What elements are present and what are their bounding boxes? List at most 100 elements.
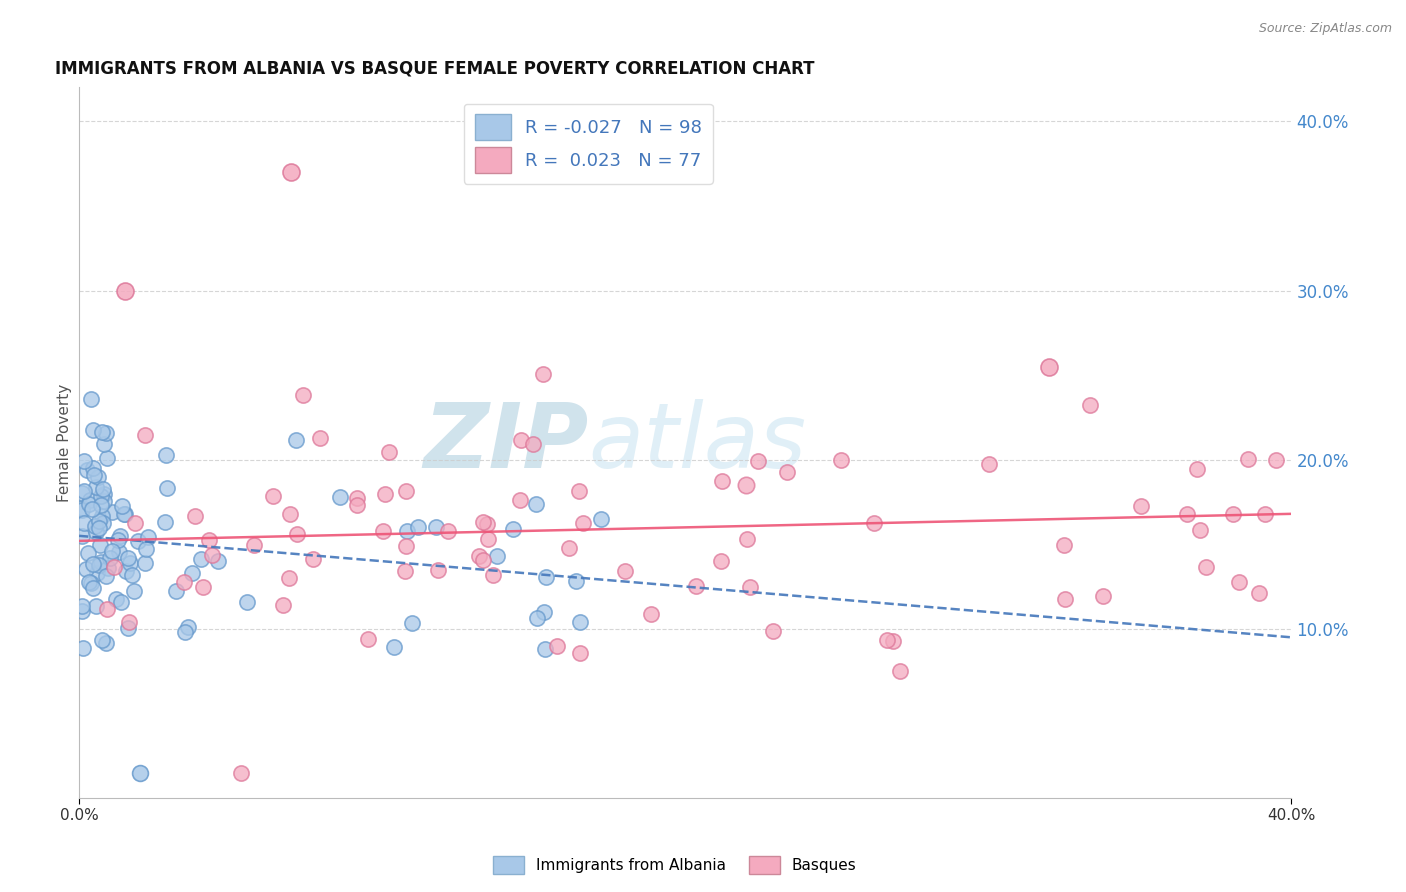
Point (97, 561, 120, 575)
Point (101, 544, 124, 558)
Point (91, 516, 114, 531)
Point (79, 493, 101, 508)
Point (510, 433, 533, 447)
Point (710, 553, 733, 567)
Point (118, 615, 141, 629)
Point (134, 556, 156, 570)
Point (70, 599, 93, 613)
Point (346, 498, 368, 512)
Point (177, 619, 200, 633)
Point (371, 524, 394, 539)
Point (876, 632, 898, 647)
Point (1236, 452, 1258, 467)
Point (711, 474, 734, 488)
Text: Source: ZipAtlas.com: Source: ZipAtlas.com (1258, 22, 1392, 36)
Point (979, 457, 1001, 471)
Point (93, 487, 115, 501)
Point (107, 533, 129, 547)
Point (302, 552, 325, 566)
Point (882, 634, 904, 648)
Point (477, 532, 499, 546)
Point (589, 512, 612, 526)
Point (1247, 585, 1270, 599)
Point (77, 574, 100, 589)
Point (285, 527, 308, 541)
Point (329, 490, 352, 504)
Point (96, 602, 118, 616)
Point (776, 465, 799, 479)
Point (124, 516, 146, 531)
Point (291, 388, 314, 402)
Point (84, 599, 107, 614)
Point (485, 549, 508, 563)
Point (114, 508, 136, 522)
Text: IMMIGRANTS FROM ALBANIA VS BASQUE FEMALE POVERTY CORRELATION CHART: IMMIGRANTS FROM ALBANIA VS BASQUE FEMALE… (55, 60, 814, 78)
Point (1038, 359, 1060, 374)
Point (533, 367, 555, 381)
Point (181, 566, 204, 580)
Point (425, 520, 447, 534)
Point (426, 563, 449, 577)
Point (90, 498, 112, 512)
Point (522, 437, 544, 451)
Point (82, 501, 104, 516)
Point (436, 524, 458, 538)
Point (1052, 538, 1074, 552)
Point (201, 548, 224, 562)
Point (1222, 508, 1244, 522)
Point (1188, 523, 1211, 537)
Point (1175, 507, 1198, 521)
Point (378, 444, 401, 458)
Point (84, 480, 107, 494)
Point (738, 580, 761, 594)
Legend: Immigrants from Albania, Basques: Immigrants from Albania, Basques (486, 850, 863, 880)
Point (509, 493, 531, 508)
Point (70, 485, 93, 500)
Point (93, 436, 115, 450)
Point (73, 454, 96, 468)
Point (830, 453, 852, 467)
Point (533, 605, 555, 619)
Point (406, 520, 429, 534)
Point (86, 566, 108, 581)
Point (111, 500, 134, 514)
Point (110, 595, 132, 609)
Point (87, 558, 110, 572)
Point (569, 615, 592, 630)
Point (614, 564, 637, 578)
Point (173, 624, 195, 639)
Point (84, 518, 107, 533)
Point (401, 616, 423, 631)
Point (762, 624, 785, 639)
Point (1253, 507, 1275, 521)
Point (468, 549, 491, 563)
Point (572, 516, 595, 530)
Point (117, 550, 139, 565)
Point (94, 425, 117, 440)
Point (558, 541, 581, 556)
Point (477, 516, 499, 531)
Point (747, 453, 769, 467)
Point (395, 539, 418, 553)
Point (735, 478, 758, 492)
Point (1195, 560, 1218, 574)
Point (91, 509, 114, 524)
Point (502, 522, 524, 536)
Point (394, 564, 416, 578)
Legend: R = -0.027   N = 98, R =  0.023   N = 77: R = -0.027 N = 98, R = 0.023 N = 77 (464, 103, 713, 184)
Point (308, 431, 330, 445)
Point (73, 484, 96, 499)
Point (94, 636, 117, 650)
Point (91, 633, 114, 648)
Point (568, 483, 591, 498)
Point (75, 562, 97, 576)
Point (190, 552, 212, 566)
Point (1091, 589, 1114, 603)
Point (533, 642, 555, 657)
Point (108, 545, 131, 559)
Point (1227, 574, 1250, 589)
Point (98, 550, 121, 565)
Point (122, 584, 145, 599)
Point (863, 516, 886, 530)
Point (82, 557, 104, 571)
